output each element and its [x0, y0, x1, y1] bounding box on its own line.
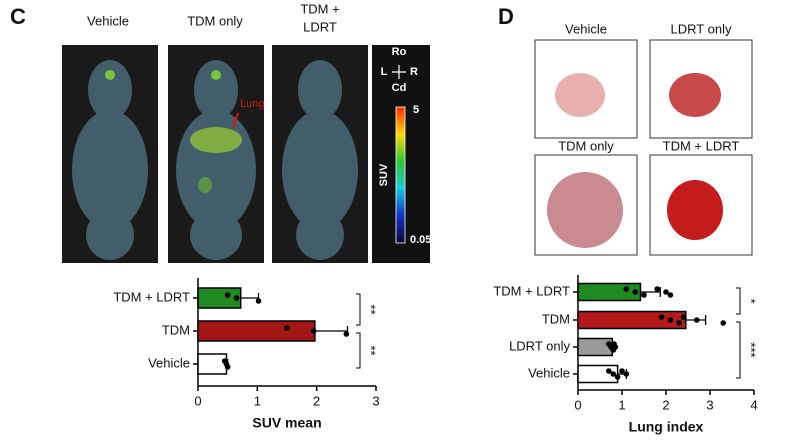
- x-axis-label: SUV mean: [252, 415, 321, 431]
- bar: [577, 282, 642, 302]
- x-tick-label: 2: [313, 393, 320, 408]
- error-bar: [640, 287, 661, 297]
- x-tick-label: 4: [750, 397, 757, 412]
- significance-bracket: [356, 293, 361, 326]
- y-tick-label: LDRT only: [509, 338, 570, 353]
- data-point: [343, 331, 350, 337]
- x-tick-label: 0: [574, 397, 581, 412]
- arrow-label: Lung: [240, 98, 264, 110]
- data-point: [667, 292, 674, 298]
- image-label: TDM only: [187, 13, 243, 28]
- colorbar-min: 0.05: [410, 234, 431, 246]
- y-tick-label: TDM: [542, 311, 570, 326]
- data-point: [694, 317, 700, 323]
- y-tick-label: TDM: [162, 322, 190, 337]
- data-point: [224, 292, 231, 298]
- data-point: [623, 371, 630, 377]
- data-point: [612, 344, 619, 350]
- image-label: LDRT only: [671, 21, 732, 36]
- data-point: [680, 314, 687, 320]
- image-label: Vehicle: [87, 13, 129, 28]
- y-tick-label: Vehicle: [528, 365, 570, 380]
- data-point: [310, 328, 317, 334]
- data-point: [658, 314, 665, 320]
- error-bar: [314, 326, 349, 336]
- data-point: [255, 298, 262, 304]
- significance-bracket: [356, 332, 361, 369]
- bar: [197, 320, 316, 342]
- significance-bracket: [736, 321, 741, 379]
- orientation: L: [381, 66, 388, 78]
- x-tick-label: 3: [372, 393, 379, 408]
- colorbar-label: SUV: [378, 163, 390, 186]
- data-point: [632, 289, 638, 295]
- lungs: [547, 73, 723, 248]
- significance-label: **: [364, 304, 379, 314]
- bar: [577, 337, 614, 357]
- colorbar: [395, 106, 406, 244]
- x-axis-label: Lung index: [629, 419, 704, 435]
- data-point: [654, 286, 660, 292]
- x-tick-label: 1: [618, 397, 625, 412]
- data-point: [676, 320, 682, 326]
- x-tick-label: 2: [662, 397, 669, 412]
- colorbar-max: 5: [413, 104, 419, 116]
- significance-bracket: [736, 287, 741, 315]
- panel-label: D: [498, 4, 514, 29]
- image-label: TDM + LDRT: [663, 138, 740, 153]
- data-point: [623, 286, 630, 292]
- significance-label: **: [364, 345, 379, 355]
- y-tick-label: TDM + LDRT: [113, 289, 190, 304]
- significance-label: *: [744, 298, 759, 303]
- image-label: TDM only: [558, 138, 614, 153]
- image-label: LDRT: [303, 19, 337, 34]
- y-tick-label: TDM + LDRT: [493, 283, 570, 298]
- x-tick-label: 1: [254, 393, 261, 408]
- data-point: [667, 317, 674, 323]
- data-point: [720, 320, 726, 326]
- bar: [197, 353, 228, 375]
- data-point: [284, 325, 290, 331]
- data-point: [663, 289, 669, 295]
- image-label: TDM +: [300, 1, 339, 16]
- panel-label: C: [10, 4, 26, 29]
- y-tick-label: Vehicle: [148, 355, 190, 370]
- data-point: [619, 368, 625, 374]
- image-label: Vehicle: [565, 21, 607, 36]
- data-point: [233, 295, 240, 301]
- orientation: Ro: [392, 46, 407, 58]
- data-point: [641, 292, 647, 298]
- data-point: [606, 368, 612, 374]
- significance-label: ***: [744, 342, 759, 357]
- x-tick-label: 0: [194, 393, 201, 408]
- data-point: [610, 371, 616, 377]
- orientation: Cd: [392, 82, 407, 94]
- data-point: [614, 374, 621, 380]
- pet-images: [62, 45, 368, 263]
- x-tick-label: 3: [706, 397, 713, 412]
- orientation: R: [410, 66, 418, 78]
- data-point: [224, 364, 231, 370]
